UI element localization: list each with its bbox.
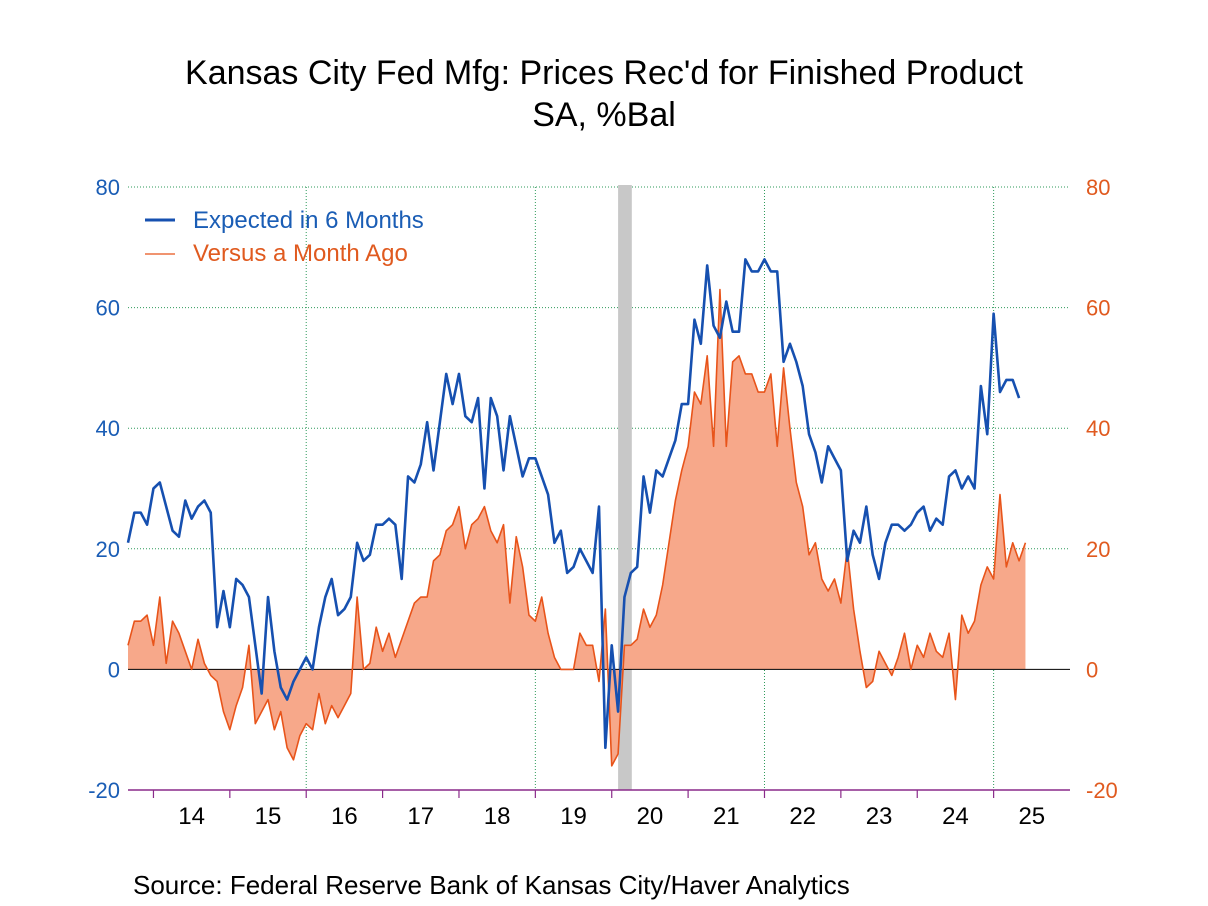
legend-label-versus: Versus a Month Ago	[193, 240, 408, 267]
chart-subtitle: SA, %Bal	[532, 96, 676, 134]
y-left-tick-label: 60	[96, 296, 120, 321]
versus-line	[127, 288, 1027, 767]
y-left-tick-label: 0	[108, 657, 120, 682]
x-tick-label: 14	[178, 803, 205, 830]
legend-label-expected: Expected in 6 Months	[193, 207, 424, 234]
versus-area-layer	[128, 289, 1026, 766]
x-tick-label: 25	[1018, 803, 1045, 830]
x-tick-label: 15	[255, 803, 282, 830]
x-tick-label: 19	[560, 803, 587, 830]
source-note: Source: Federal Reserve Bank of Kansas C…	[133, 870, 850, 900]
y-left-tick-label: 40	[96, 416, 120, 441]
y-right-tick-label: 80	[1086, 175, 1110, 200]
y-right-tick-label: 0	[1086, 657, 1098, 682]
x-tick-label: 17	[407, 803, 434, 830]
y-right-tick-label: 40	[1086, 416, 1110, 441]
x-tick-label: 21	[713, 803, 740, 830]
y-left-tick-label: -20	[88, 778, 120, 803]
axes: 14 15 16 17 18 19 20 21 22 23 24 25 80 60 40 20 0 -20 80 60…	[88, 175, 1118, 830]
x-tick-label: 22	[789, 803, 816, 830]
expected-line	[126, 258, 1021, 750]
y-left-tick-label: 80	[96, 175, 120, 200]
versus-area-fill	[128, 289, 1026, 766]
x-tick-label: 23	[866, 803, 893, 830]
legend: Expected in 6 Months Versus a Month Ago	[145, 207, 424, 267]
y-left-tick-label: 20	[96, 537, 120, 562]
x-tick-label: 24	[942, 803, 969, 830]
y-right-tick-label: 60	[1086, 296, 1110, 321]
y-right-tick-label: -20	[1086, 778, 1118, 803]
x-tick-label: 18	[484, 803, 511, 830]
chart-title: Kansas City Fed Mfg: Prices Rec'd for Fi…	[185, 54, 1023, 92]
series-lines	[126, 258, 1027, 767]
x-tick-label: 20	[637, 803, 664, 830]
x-tick-label: 16	[331, 803, 358, 830]
y-right-tick-label: 20	[1086, 537, 1110, 562]
